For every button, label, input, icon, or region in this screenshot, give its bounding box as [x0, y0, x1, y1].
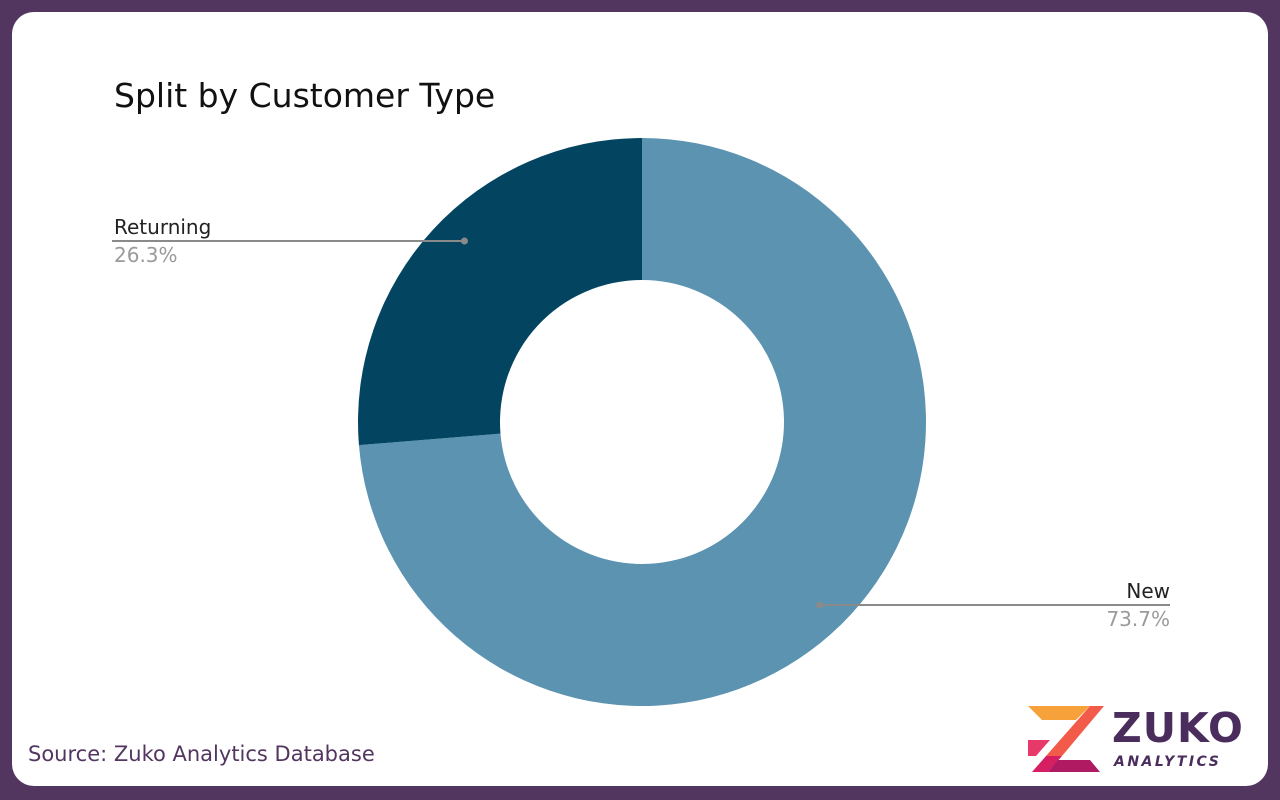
slice-returning [358, 138, 642, 446]
zuko-logo: ZUKO ANALYTICS [1026, 704, 1252, 776]
source-note: Source: Zuko Analytics Database [28, 742, 375, 766]
slice-new [358, 138, 927, 706]
label-value-returning: 26.3% [114, 243, 178, 267]
label-name-new: New [1126, 579, 1170, 603]
leader-dot-returning [460, 237, 468, 245]
leader-dot-new [816, 601, 824, 609]
chart-title: Split by Customer Type [114, 76, 496, 115]
logo-wordmark: ZUKO [1112, 704, 1244, 752]
donut-chart: New 73.7% Returning 26.3% [112, 138, 1170, 706]
label-value-new: 73.7% [1106, 607, 1170, 631]
label-name-returning: Returning [114, 215, 211, 239]
logo-subtitle: ANALYTICS [1114, 754, 1222, 770]
chart-card: Split by Customer Type New 73.7% Returning… [12, 12, 1268, 786]
zuko-logo-icon [1028, 706, 1104, 772]
